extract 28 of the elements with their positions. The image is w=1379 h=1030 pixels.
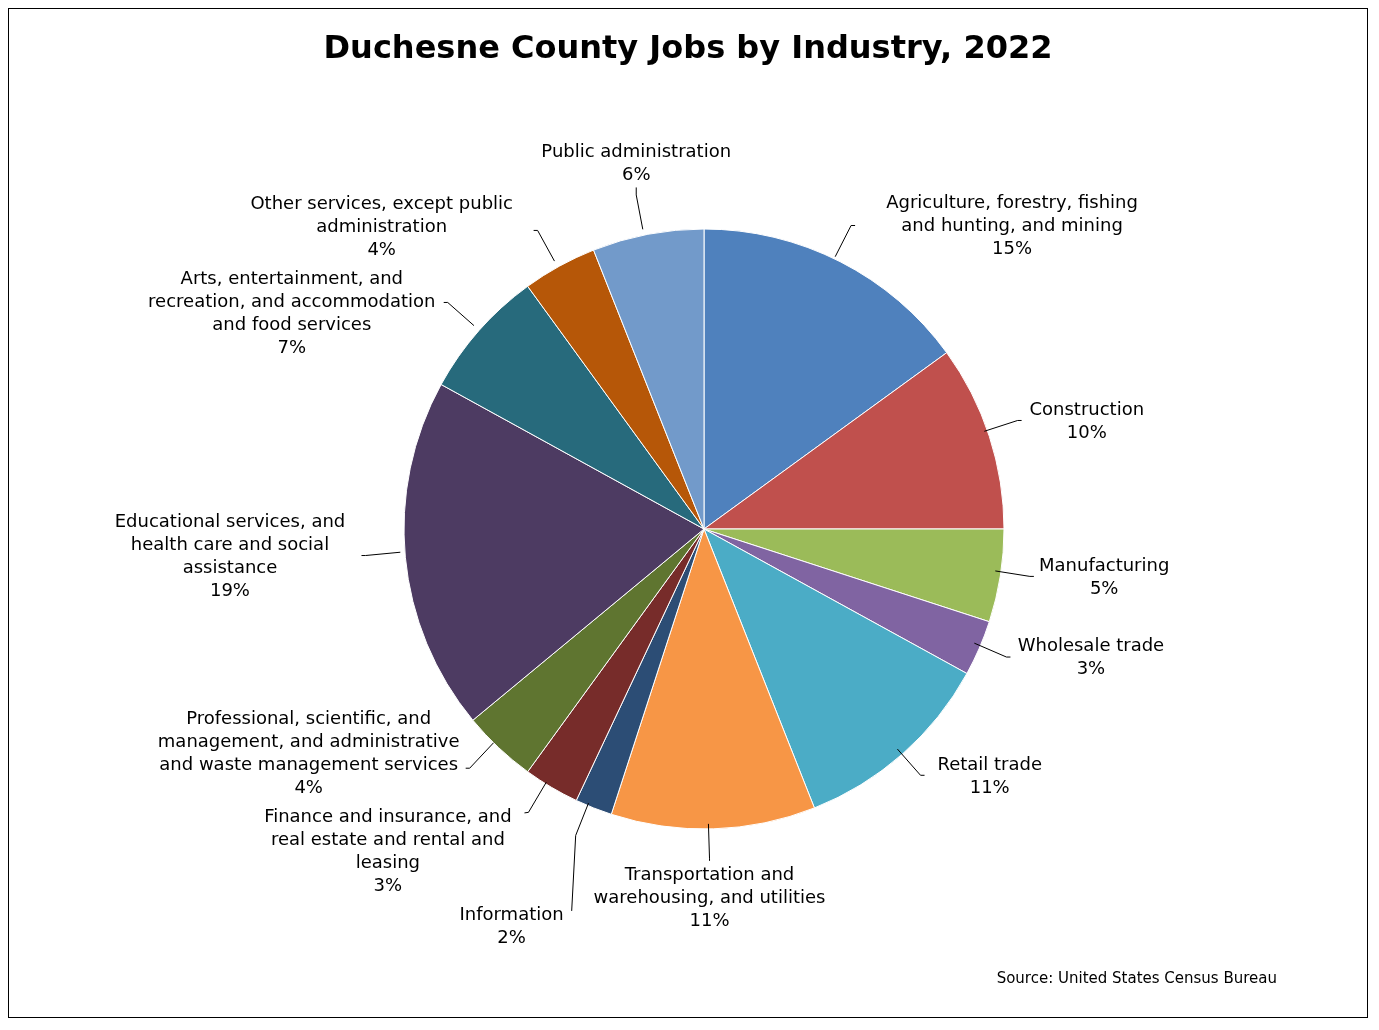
data-label: 11% — [969, 775, 1010, 797]
data-label: 15% — [992, 237, 1033, 259]
slice-label: Agriculture, forestry, fishing and hunting, and mining — [886, 191, 1138, 236]
data-label: 5% — [1089, 576, 1119, 598]
data-label: 7% — [277, 335, 307, 357]
slice-label: Manufacturing — [1039, 553, 1170, 575]
data-label: 10% — [1066, 420, 1107, 442]
slice-label: Arts, entertainment, and recreation, and accommodation and food services — [148, 266, 436, 334]
slice-label: Construction — [1029, 397, 1145, 419]
data-label: 11% — [689, 909, 730, 931]
slice-label: Other services, except public administration — [250, 191, 513, 236]
data-label: 6% — [621, 162, 651, 184]
data-label: 3% — [1076, 657, 1106, 679]
slice-label: Educational services, and health care and social assistance — [114, 509, 346, 577]
slice-label: Wholesale trade — [1017, 634, 1165, 656]
slice-label: Transportation and warehousing, and utilities — [593, 863, 826, 908]
chart-title: Duchesne County Jobs by Industry, 2022 — [322, 27, 1054, 68]
data-label: 4% — [294, 776, 323, 798]
data-label: 2% — [497, 926, 526, 948]
slice-label: Public administration — [541, 139, 732, 161]
source-note: Source: United States Census Bureau — [996, 969, 1277, 987]
slice-label: Information — [459, 903, 564, 925]
slice-label: Professional, scientific, and management, and administrative and waste management services — [157, 707, 460, 775]
data-label: 4% — [367, 237, 396, 259]
slice-label: Finance and insurance, and real estate and rental and leasing — [264, 805, 512, 873]
slice-label: Retail trade — [937, 752, 1043, 774]
data-label: 3% — [373, 874, 403, 896]
data-label: 19% — [209, 578, 250, 600]
